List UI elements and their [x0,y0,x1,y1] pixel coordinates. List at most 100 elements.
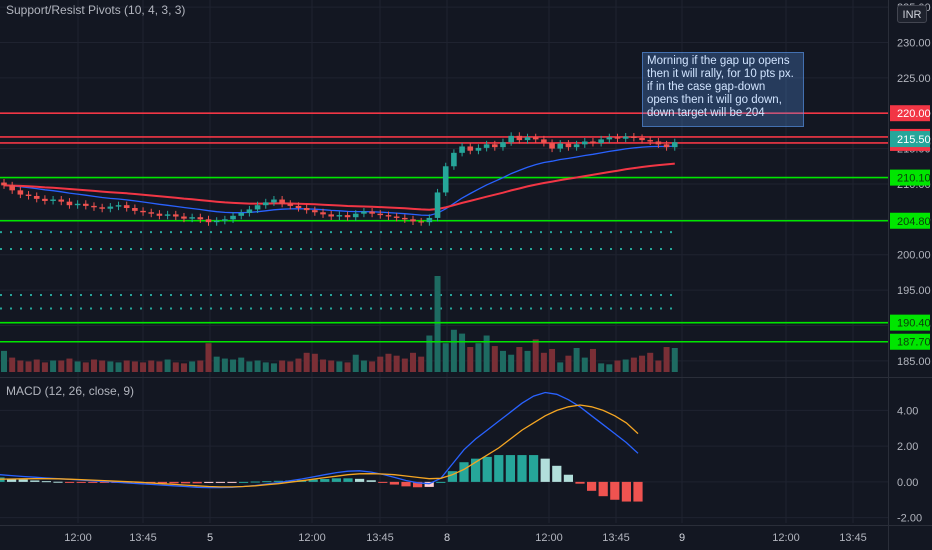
candle-body [262,202,269,206]
time-axis: 12:00 13:45 5 12:00 13:45 8 12:00 13:45 9 12:00 13… [64,532,867,544]
candle-body [647,140,654,142]
macd-histogram-bar [366,480,376,482]
candle-body [91,205,97,208]
volume-bar [99,360,106,372]
candle-body [230,215,236,220]
candle-body [189,217,195,219]
price-tick-label: 200.00 [897,250,931,262]
candle-body [181,216,187,219]
macd-histogram-bar [587,481,597,491]
volume-bar [630,357,637,372]
volume-bar [41,362,48,372]
macd-histogram-bar [378,481,388,483]
volume-bar [622,359,629,372]
last-price-tag [890,131,930,148]
candle-body [123,205,130,209]
support-level-price-label: 210.10 [897,173,931,185]
macd-histogram-bar [575,481,585,484]
candle-body [287,203,294,206]
volume-bar [246,361,253,372]
time-tick-label: 13:45 [839,532,867,544]
candle-body [58,199,65,202]
candle-body [369,211,375,214]
macd-histogram-bar [598,481,608,497]
candle-body [508,135,514,143]
volume-bar [377,356,384,372]
macd-line [0,391,639,489]
volume-bar [450,329,457,372]
candle-body [295,205,302,209]
candle-body [328,214,334,217]
signal-line [0,404,639,488]
currency-label[interactable]: INR [897,5,927,23]
pivot-dotted-levels [0,231,676,310]
candle-body [418,221,424,223]
macd-histogram-bar [181,481,191,484]
volume-bar [647,352,654,372]
macd-histogram-bar [30,480,40,482]
candle-body [516,135,523,141]
macd-histogram-bar [192,481,202,484]
macd-histogram-bar [204,481,214,483]
volume-bars [1,276,678,372]
support-level-price-tag [890,333,930,350]
volume-bar [336,361,343,372]
volume-bar [475,343,482,372]
volume-bar [508,354,515,372]
price-axis: 185.00190.00195.00200.00205.00210.00215.… [890,2,931,525]
price-tick-label: 185.00 [897,356,931,368]
candle-body [99,207,105,209]
macd-histogram-bar [459,462,469,482]
macd-histogram-bar [99,481,109,483]
candle-body [483,144,490,148]
volume-bar [1,350,7,372]
price-tick-label: 230.00 [897,37,931,49]
candle-body [426,217,433,223]
volume-bar [115,362,122,372]
volume-bar [344,362,351,372]
volume-bar [172,362,179,372]
candle-body [238,212,245,216]
candle-body [541,139,547,143]
macd-histogram-bar [355,478,365,482]
volume-bar [140,362,147,372]
annotation-note[interactable]: Morning if the gap up opens then it will… [642,52,804,127]
volume-bar [540,352,547,372]
volume-bar [123,360,130,372]
candle-body [361,211,367,214]
volume-bar [287,361,294,372]
candle-body [1,182,7,186]
volume-bar [197,360,204,372]
macd-histogram-bar [540,458,550,482]
candle-body [115,205,122,207]
macd-histogram-bar [610,481,620,500]
volume-bar [442,343,449,372]
time-tick-label: 13:45 [366,532,394,544]
candle-body [254,205,261,210]
volume-bar [213,356,220,372]
macd-histogram-bar [157,481,167,484]
volume-bar [491,346,498,372]
candle-body [156,213,163,216]
macd-title[interactable]: MACD (12, 26, close, 9) [6,384,135,398]
price-tick-label: 225.00 [897,73,931,85]
indicator-title[interactable]: Support/Resist Pivots (10, 4, 3, 3) [6,3,186,17]
candle-body [631,136,637,138]
macd-histogram-bar [389,481,399,485]
candle-body [581,141,588,145]
volume-bar [385,353,392,372]
resistance-level-price-label: 220.00 [897,108,931,120]
volume-bar [205,343,212,372]
candle-body [336,215,343,217]
macd-histogram-bar [76,481,86,483]
candle-body [279,199,285,204]
volume-bar [532,339,539,372]
macd-histogram-bar [169,481,179,484]
macd-histogram-bar [552,465,562,482]
macd-histogram-bar [18,479,28,482]
volume-bar [311,353,318,372]
macd-histogram-bar [563,474,573,482]
volume-bar [156,361,163,372]
